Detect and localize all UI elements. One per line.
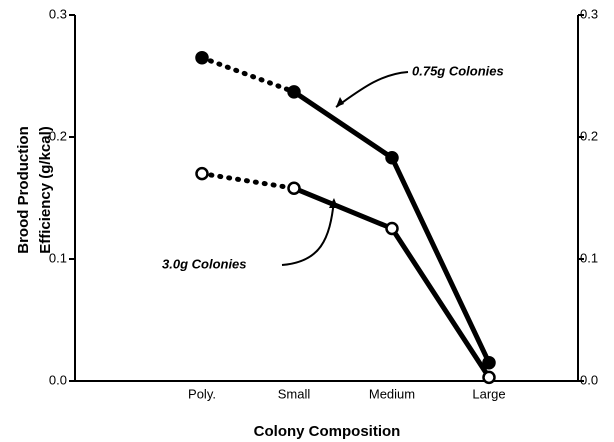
marker xyxy=(482,370,496,385)
marker xyxy=(482,355,496,370)
series-annotation: 0.75g Colonies xyxy=(412,63,504,78)
series-annotation: 3.0g Colonies xyxy=(162,256,247,271)
x-tick-label: Medium xyxy=(369,386,415,401)
y2-tick-label: 0.2 xyxy=(580,128,598,143)
y-axis-label: Efficiency (g/kcal) xyxy=(37,126,54,254)
marker xyxy=(195,50,209,65)
y2-tick-label: 0.3 xyxy=(580,6,598,21)
marker xyxy=(385,150,399,165)
dotted-segment xyxy=(199,171,297,191)
x-tick-label: Large xyxy=(472,386,505,401)
y2-tick-label: 0.0 xyxy=(580,372,598,387)
line-segment xyxy=(291,89,395,161)
y-tick-label: 0.2 xyxy=(49,128,67,143)
marker xyxy=(287,85,301,99)
y-axis-label: Brood Production xyxy=(15,126,32,254)
annotation-arrow xyxy=(335,71,409,108)
x-tick-label: Poly. xyxy=(188,386,216,401)
dotted-segment xyxy=(199,55,297,95)
marker xyxy=(385,221,399,236)
y2-tick-label: 0.1 xyxy=(580,250,598,265)
x-tick-label: Small xyxy=(278,386,311,401)
line-segment xyxy=(389,226,492,380)
marker xyxy=(287,181,301,195)
y-tick-label: 0.0 xyxy=(49,372,67,387)
line-segment xyxy=(389,155,492,366)
line-segment xyxy=(291,185,395,231)
annotation-arrow xyxy=(281,199,335,266)
x-axis-label: Colony Composition xyxy=(254,423,401,440)
y-tick-label: 0.3 xyxy=(49,6,67,21)
y-tick-label: 0.1 xyxy=(49,250,67,265)
annotation-arrowhead xyxy=(336,97,344,107)
marker xyxy=(195,166,209,181)
